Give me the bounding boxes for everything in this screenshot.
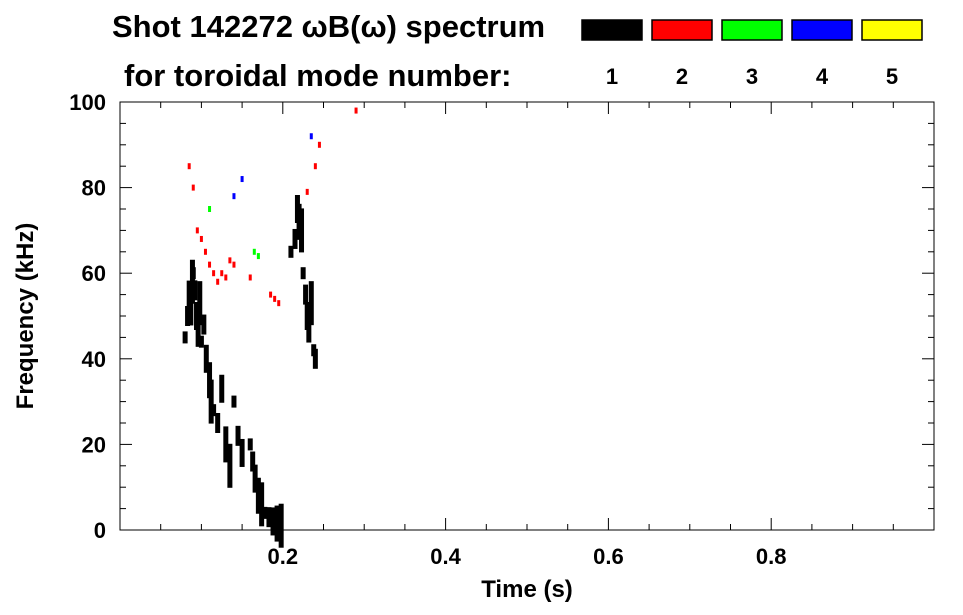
data-point-mode-1 [266, 507, 272, 528]
data-point-mode-1 [198, 335, 204, 348]
data-point-mode-1 [185, 306, 191, 326]
data-point-mode-1 [190, 267, 196, 280]
data-point-mode-1 [262, 506, 268, 519]
data-point-mode-1 [312, 348, 318, 369]
data-point-mode-1 [215, 413, 221, 433]
chart-subtitle: for toroidal mode number: [124, 58, 512, 93]
data-point-mode-1 [235, 425, 241, 446]
series-mode-2 [187, 107, 358, 195]
series-mode-1 [182, 259, 245, 488]
series-mode-3 [208, 206, 260, 260]
data-point-mode-1 [303, 284, 309, 305]
data-point-mode-4 [309, 133, 313, 140]
data-point-mode-1 [231, 395, 237, 408]
data-point-mode-1 [274, 505, 280, 542]
legend-label-mode-3: 3 [746, 64, 758, 89]
data-point-mode-2 [248, 274, 252, 281]
data-point-mode-1 [219, 374, 225, 403]
x-tick-label: 0.6 [593, 544, 624, 569]
data-point-mode-2 [354, 107, 358, 114]
legend-label-mode-1: 1 [606, 64, 618, 89]
data-point-mode-1 [182, 331, 188, 344]
data-point-mode-1 [227, 443, 233, 488]
data-point-mode-2 [273, 295, 277, 302]
legend-swatch-mode-2 [651, 19, 713, 41]
legend-swatch-mode-1 [581, 19, 643, 41]
data-point-mode-1 [239, 438, 245, 467]
x-tick-label: 0.2 [268, 544, 299, 569]
data-point-mode-1 [255, 477, 261, 514]
data-point-mode-2 [313, 163, 317, 170]
spectrum-data [182, 107, 358, 548]
y-axis-label: Frequency (kHz) [12, 223, 39, 410]
data-point-mode-1 [308, 281, 314, 326]
y-tick-label: 80 [82, 176, 106, 201]
data-point-mode-2 [195, 227, 199, 234]
data-point-mode-1 [223, 426, 229, 463]
data-point-mode-2 [228, 257, 232, 264]
legend-label-mode-4: 4 [816, 64, 829, 89]
data-point-mode-2 [220, 270, 224, 277]
data-point-mode-1 [259, 482, 265, 527]
series-mode-4 [232, 133, 313, 200]
data-point-mode-4 [232, 193, 236, 200]
x-tick-label: 0.8 [756, 544, 787, 569]
data-point-mode-1 [192, 280, 198, 301]
data-point-mode-3 [252, 248, 256, 255]
data-point-mode-4 [240, 176, 244, 183]
data-point-mode-1 [211, 404, 217, 417]
data-point-mode-1 [201, 314, 207, 335]
data-point-mode-1 [203, 344, 209, 373]
data-point-mode-2 [224, 274, 228, 281]
data-point-mode-2 [232, 261, 236, 268]
data-point-mode-1 [278, 503, 284, 548]
data-point-mode-2 [317, 141, 321, 148]
data-point-mode-2 [199, 235, 203, 242]
y-tick-label: 20 [82, 432, 106, 457]
data-point-mode-1 [208, 379, 214, 424]
data-point-mode-1 [188, 289, 194, 326]
data-point-mode-1 [270, 507, 276, 536]
legend-label-mode-2: 2 [676, 64, 688, 89]
data-point-mode-2 [203, 248, 207, 255]
y-tick-label: 0 [94, 518, 106, 543]
y-tick-label: 60 [82, 261, 106, 286]
data-point-mode-1 [197, 281, 203, 326]
axis-ticks: 0 20 40 60 80 100 0.2 0.4 0.6 0.8 [69, 90, 934, 569]
mode-legend: 1 2 3 4 5 [581, 19, 923, 89]
legend-swatch-mode-4 [791, 19, 853, 41]
series-mode-1 [288, 195, 318, 369]
x-tick-label: 0.4 [430, 544, 461, 569]
data-point-mode-2 [216, 278, 220, 285]
series-mode-2 [195, 227, 281, 307]
legend-label-mode-5: 5 [886, 64, 898, 89]
data-point-mode-2 [208, 261, 212, 268]
data-point-mode-1 [300, 267, 306, 280]
data-point-mode-2 [191, 184, 195, 191]
data-point-mode-1 [288, 245, 294, 258]
data-point-mode-1 [292, 228, 298, 249]
data-point-mode-3 [208, 206, 212, 212]
data-point-mode-2 [277, 300, 281, 307]
legend-swatch-mode-3 [721, 19, 783, 41]
data-point-mode-3 [256, 253, 260, 260]
data-point-mode-2 [305, 188, 309, 195]
series-mode-1 [247, 438, 284, 548]
data-point-mode-1 [195, 310, 201, 347]
data-point-mode-1 [250, 451, 256, 472]
data-point-mode-2 [212, 270, 216, 277]
data-point-mode-1 [299, 208, 305, 253]
data-point-mode-2 [269, 291, 273, 298]
x-axis-label: Time (s) [481, 576, 573, 603]
data-point-mode-1 [247, 438, 253, 451]
data-point-mode-2 [187, 163, 191, 170]
y-tick-label: 100 [69, 90, 106, 115]
legend-swatch-mode-5 [861, 19, 923, 41]
y-tick-label: 40 [82, 347, 106, 372]
data-point-mode-1 [252, 464, 258, 493]
chart-title: Shot 142272 ωB(ω) spectrum [112, 9, 545, 44]
